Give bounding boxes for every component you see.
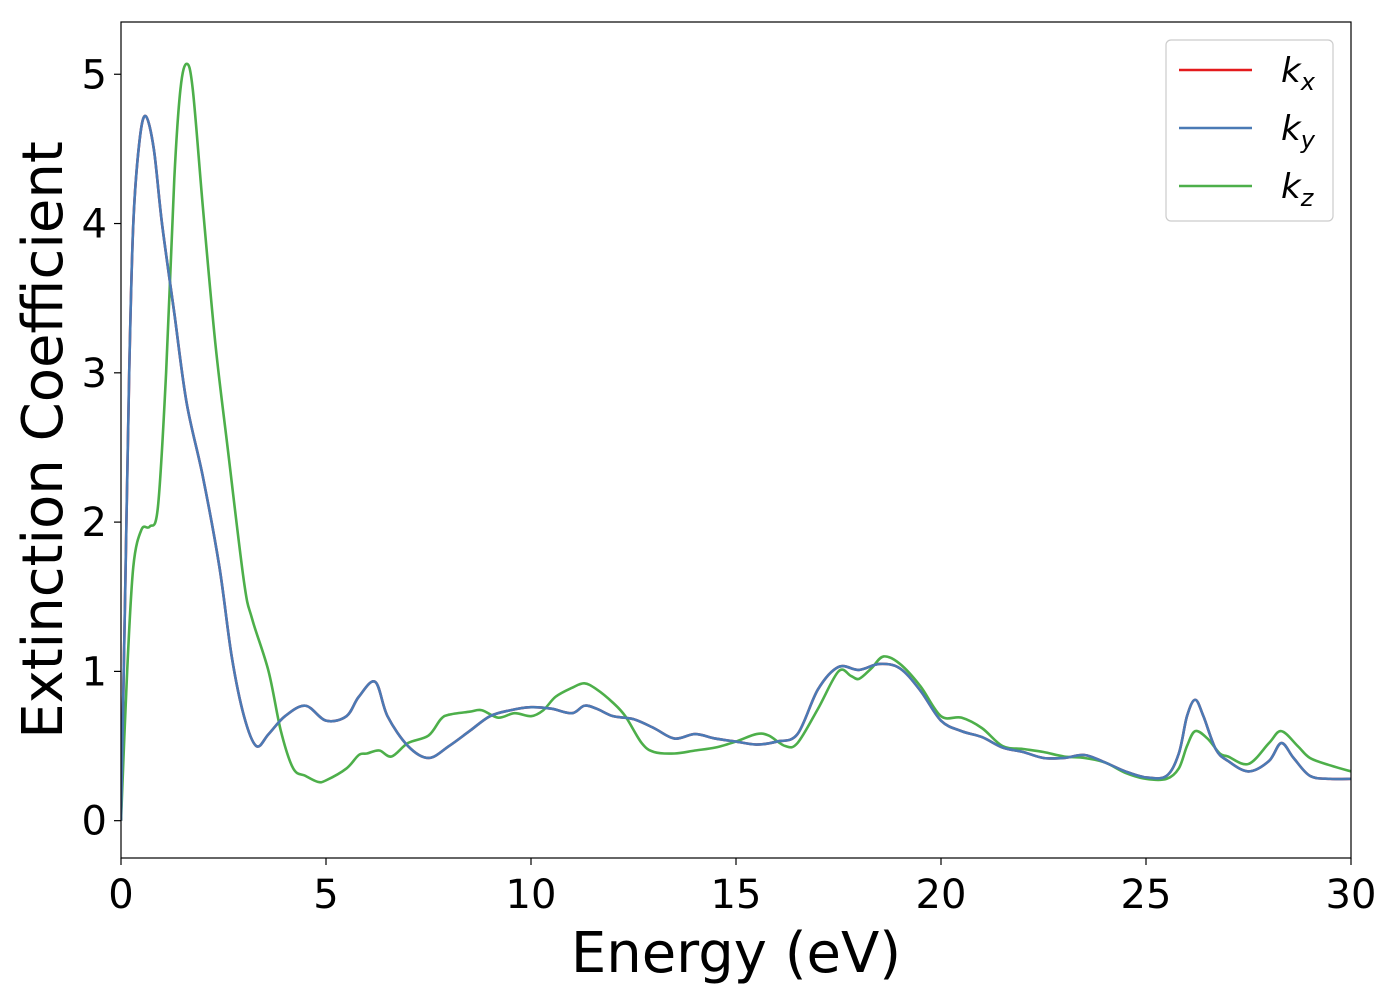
y-tick-label: 2 bbox=[82, 500, 107, 546]
y-tick-label: 5 bbox=[82, 52, 107, 98]
legend-box bbox=[1165, 39, 1334, 222]
legend-label-y: ky bbox=[1281, 109, 1316, 154]
x-tick-label: 15 bbox=[711, 872, 762, 918]
y-axis-title: Extinction Coefficient bbox=[11, 141, 76, 739]
legend-label-x: kx bbox=[1281, 51, 1316, 96]
legend: kx ky kz bbox=[1165, 39, 1334, 222]
y-tick-label: 3 bbox=[82, 351, 107, 397]
series-line-x bbox=[121, 114, 1351, 821]
series-line-y bbox=[121, 114, 1351, 821]
x-tick-label: 25 bbox=[1121, 872, 1172, 918]
x-tick-label: 10 bbox=[506, 872, 557, 918]
x-tick-label: 5 bbox=[313, 872, 338, 918]
y-tick-label: 0 bbox=[82, 799, 107, 845]
legend-label-z: kz bbox=[1281, 167, 1315, 212]
x-axis: 0 5 10 15 20 25 30 bbox=[108, 858, 1376, 918]
series-line-z bbox=[121, 62, 1351, 821]
series-layer bbox=[121, 62, 1351, 821]
x-axis-title: Energy (eV) bbox=[571, 921, 901, 986]
x-tick-label: 20 bbox=[916, 872, 967, 918]
x-tick-label: 0 bbox=[108, 872, 133, 918]
y-axis: 0 1 2 3 4 5 bbox=[82, 52, 121, 845]
y-tick-label: 1 bbox=[82, 649, 107, 695]
y-tick-label: 4 bbox=[82, 202, 107, 248]
x-tick-label: 30 bbox=[1326, 872, 1377, 918]
